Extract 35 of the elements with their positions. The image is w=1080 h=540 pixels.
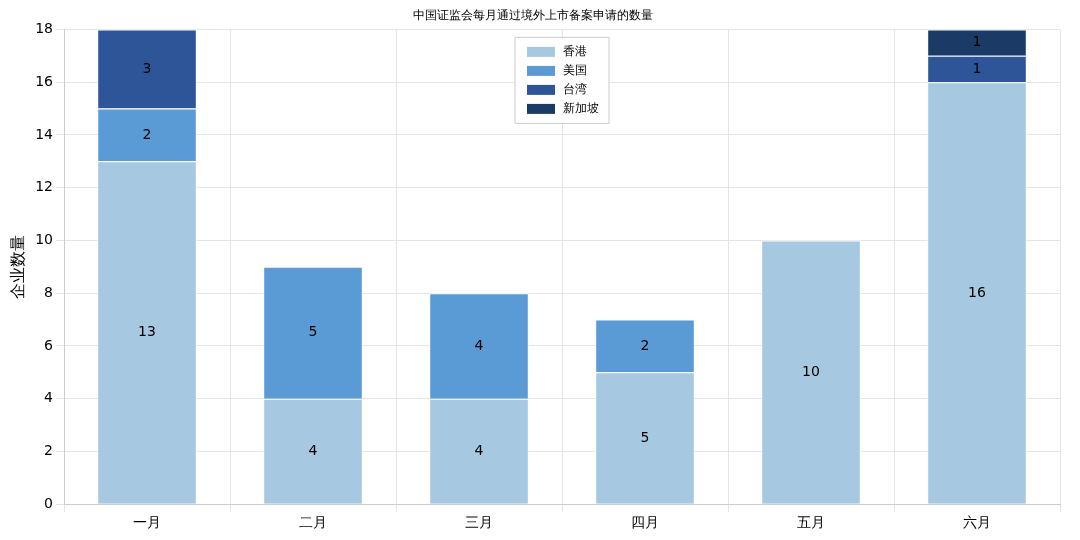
x-tick-label: 三月 — [465, 514, 494, 531]
data-label: 3 — [142, 59, 152, 76]
legend-label: 新加坡 — [563, 101, 600, 116]
y-axis-title: 企业数量 — [7, 234, 27, 299]
legend-label: 台湾 — [563, 82, 588, 97]
data-label: 5 — [308, 323, 318, 340]
x-tick-label: 四月 — [631, 514, 660, 531]
y-tick-label: 18 — [35, 20, 54, 37]
y-tick-label: 14 — [35, 125, 54, 142]
y-tick-label: 0 — [44, 494, 54, 511]
data-label: 4 — [474, 336, 484, 353]
data-label: 4 — [474, 441, 484, 458]
data-label: 1 — [972, 33, 982, 50]
y-tick-label: 12 — [35, 178, 54, 195]
x-tick-label: 六月 — [963, 514, 991, 531]
legend-label: 美国 — [563, 63, 588, 78]
x-tick-label: 一月 — [133, 514, 162, 531]
data-label: 1 — [972, 59, 982, 76]
data-label: 13 — [138, 323, 156, 340]
data-label: 4 — [308, 441, 318, 458]
data-label: 5 — [640, 428, 650, 445]
data-label: 2 — [142, 125, 152, 142]
legend-label: 香港 — [563, 44, 588, 59]
data-label: 2 — [640, 336, 650, 353]
y-tick-label: 10 — [35, 231, 54, 248]
y-tick-label: 16 — [35, 72, 54, 89]
y-tick-label: 6 — [44, 336, 54, 353]
x-tick-label: 二月 — [299, 514, 328, 531]
y-tick-label: 2 — [44, 442, 54, 459]
y-tick-label: 8 — [44, 283, 54, 300]
data-label: 16 — [968, 283, 986, 300]
x-tick-label: 五月 — [797, 514, 825, 531]
chart-title: 中国证监会每月通过境外上市备案申请的数量 — [412, 8, 653, 23]
y-tick-label: 4 — [44, 389, 54, 406]
data-label: 10 — [802, 362, 820, 379]
